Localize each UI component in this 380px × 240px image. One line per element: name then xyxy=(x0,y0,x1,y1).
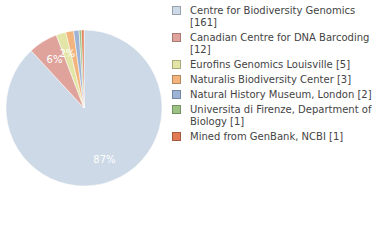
html-text:Natural History Museum, London: Natural History Museum, London [2] xyxy=(190,89,372,100)
html-text:Canadian Centre for DNA Barcod: Canadian Centre for DNA Barcoding [12] xyxy=(190,32,370,55)
html-text:Universita di Firenze, Departm: Universita di Firenze, Department of Bio… xyxy=(190,104,372,127)
html-text:Mined from GenBank, NCBI [1]: Mined from GenBank, NCBI [1] xyxy=(190,131,344,142)
html-text:Centre for Biodiversity Genomi: Centre for Biodiversity Genomics [161] xyxy=(190,5,356,28)
svg-text:2%: 2% xyxy=(60,48,76,59)
html-text:Naturalis Biodiversity Center: Naturalis Biodiversity Center [3] xyxy=(190,74,352,85)
svg-text:6%: 6% xyxy=(46,54,63,66)
svg-text:87%: 87% xyxy=(93,154,115,165)
html-text:Eurofins Genomics Louisville [: Eurofins Genomics Louisville [5] xyxy=(190,59,350,70)
